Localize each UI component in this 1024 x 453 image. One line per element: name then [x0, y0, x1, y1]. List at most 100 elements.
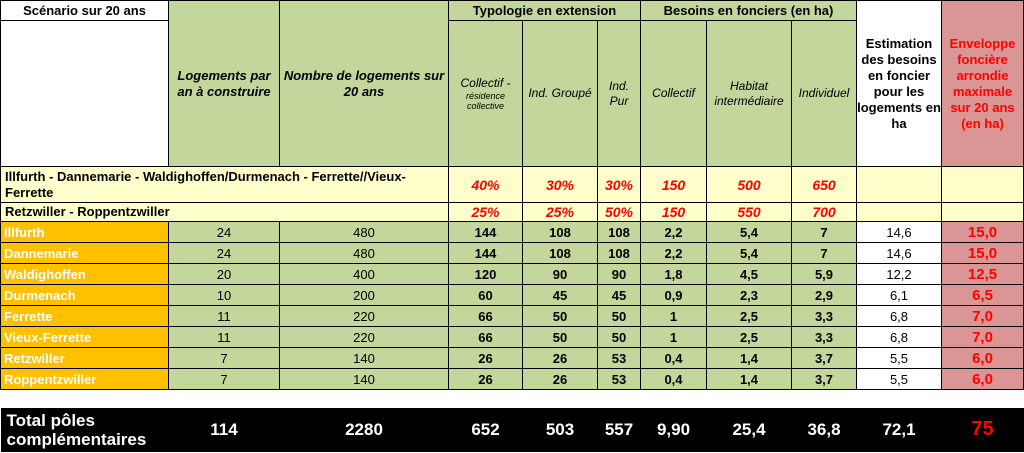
total-collectif: 652	[448, 407, 523, 452]
cell-enveloppe: 6,0	[941, 368, 1024, 390]
header-logements-an-text: Logements par an à construire	[177, 67, 271, 99]
cell-besoin-collectif: 0,9	[640, 284, 707, 306]
cell-collectif: 144	[448, 242, 523, 264]
cell-ind-groupe: 50	[522, 326, 598, 348]
cell-ind-groupe: 26	[522, 368, 598, 390]
group-density-individuel: 650	[791, 166, 857, 203]
cell-nombre-logements: 480	[279, 242, 449, 264]
group-density-individuel: 700	[791, 202, 857, 222]
cell-logements-an: 11	[168, 305, 280, 327]
header-logements-an: Logements par an à construire	[168, 0, 280, 167]
cell-ind-groupe: 90	[522, 263, 598, 285]
cell-estimation: 14,6	[856, 221, 942, 243]
table-row: Waldighoffen 20 400 120 90 90 1,8 4,5 5,…	[0, 263, 1024, 285]
cell-ind-pur: 108	[597, 242, 641, 264]
cell-logements-an: 24	[168, 221, 280, 243]
cell-estimation: 12,2	[856, 263, 942, 285]
cell-besoin-collectif: 1	[640, 305, 707, 327]
total-row: Total pôles complémentaires 114 2280 652…	[0, 407, 1024, 452]
cell-besoin-individuel: 7	[791, 242, 857, 264]
cell-logements-an: 10	[168, 284, 280, 306]
header-nombre-logements: Nombre de logements sur 20 ans	[279, 0, 449, 167]
cell-besoin-habitat: 5,4	[706, 221, 792, 243]
cell-besoin-individuel: 5,9	[791, 263, 857, 285]
cell-logements-an: 7	[168, 347, 280, 369]
cell-nombre-logements: 140	[279, 368, 449, 390]
total-besoin-individuel: 36,8	[791, 407, 857, 452]
cell-ind-pur: 53	[597, 368, 641, 390]
header-typologie: Typologie en extension	[448, 0, 641, 21]
table-row: Roppentzwiller 7 140 26 26 53 0,4 1,4 3,…	[0, 368, 1024, 390]
group-row: Retzwiller - Roppentzwiller 25% 25% 50% …	[0, 202, 1024, 222]
cell-nombre-logements: 400	[279, 263, 449, 285]
cell-logements-an: 7	[168, 368, 280, 390]
table-row: Retzwiller 7 140 26 26 53 0,4 1,4 3,7 5,…	[0, 347, 1024, 369]
cell-logements-an: 24	[168, 242, 280, 264]
cell-collectif: 120	[448, 263, 523, 285]
table-row: Dannemarie 24 480 144 108 108 2,2 5,4 7 …	[0, 242, 1024, 264]
cell-ind-pur: 45	[597, 284, 641, 306]
header-collectif-main: Collectif -	[460, 76, 511, 90]
cell-enveloppe: 6,5	[941, 284, 1024, 306]
total-label: Total pôles complémentaires	[0, 407, 169, 452]
cell-besoin-individuel: 3,3	[791, 305, 857, 327]
group-pct-collectif: 40%	[448, 166, 523, 203]
cell-besoin-habitat: 1,4	[706, 368, 792, 390]
total-ind-pur: 557	[597, 407, 641, 452]
header-habitat-intermediaire: Habitat intermédiaire	[706, 20, 792, 167]
commune-name: Ferrette	[0, 305, 169, 327]
cell-estimation: 5,5	[856, 347, 942, 369]
cell-nombre-logements: 200	[279, 284, 449, 306]
cell-enveloppe: 6,0	[941, 347, 1024, 369]
cell-ind-groupe: 108	[522, 221, 598, 243]
group-density-habitat: 500	[706, 166, 792, 203]
group-density-habitat: 550	[706, 202, 792, 222]
cell-nombre-logements: 480	[279, 221, 449, 243]
scenario-label: Scénario sur 20 ans	[0, 0, 169, 21]
commune-name: Waldighoffen	[0, 263, 169, 285]
group-pct-collectif: 25%	[448, 202, 523, 222]
group-empty-estim	[856, 166, 942, 203]
group-empty-env	[941, 166, 1024, 203]
cell-ind-pur: 50	[597, 305, 641, 327]
cell-enveloppe: 7,0	[941, 326, 1024, 348]
cell-collectif: 66	[448, 326, 523, 348]
cell-estimation: 5,5	[856, 368, 942, 390]
total-besoin-habitat: 25,4	[706, 407, 792, 452]
total-enveloppe: 75	[941, 407, 1024, 452]
commune-name: Roppentzwiller	[0, 368, 169, 390]
group-pct-groupe: 30%	[522, 166, 598, 203]
cell-ind-pur: 108	[597, 221, 641, 243]
cell-ind-groupe: 108	[522, 242, 598, 264]
cell-enveloppe: 15,0	[941, 221, 1024, 243]
commune-name: Dannemarie	[0, 242, 169, 264]
total-logements-an: 114	[168, 407, 280, 452]
cell-ind-pur: 50	[597, 326, 641, 348]
commune-name: Illfurth	[0, 221, 169, 243]
cell-estimation: 6,1	[856, 284, 942, 306]
cell-collectif: 26	[448, 368, 523, 390]
table-row: Illfurth 24 480 144 108 108 2,2 5,4 7 14…	[0, 221, 1024, 243]
cell-ind-groupe: 50	[522, 305, 598, 327]
cell-ind-groupe: 45	[522, 284, 598, 306]
cell-besoin-individuel: 2,9	[791, 284, 857, 306]
header-besoins: Besoins en fonciers (en ha)	[640, 0, 857, 21]
cell-besoin-habitat: 2,5	[706, 326, 792, 348]
cell-collectif: 66	[448, 305, 523, 327]
cell-besoin-habitat: 5,4	[706, 242, 792, 264]
header-enveloppe: Enveloppe foncière arrondie maximale sur…	[941, 0, 1024, 167]
cell-enveloppe: 12,5	[941, 263, 1024, 285]
total-besoin-collectif: 9,90	[640, 407, 707, 452]
cell-logements-an: 11	[168, 326, 280, 348]
cell-besoin-habitat: 1,4	[706, 347, 792, 369]
cell-enveloppe: 15,0	[941, 242, 1024, 264]
cell-besoin-habitat: 2,3	[706, 284, 792, 306]
group-label: Retzwiller - Roppentzwiller	[0, 202, 449, 222]
cell-besoin-individuel: 3,7	[791, 368, 857, 390]
cell-besoin-collectif: 1	[640, 326, 707, 348]
header-ind-pur: Ind. Pur	[597, 20, 641, 167]
table-row: Durmenach 10 200 60 45 45 0,9 2,3 2,9 6,…	[0, 284, 1024, 306]
cell-nombre-logements: 220	[279, 305, 449, 327]
cell-besoin-individuel: 7	[791, 221, 857, 243]
total-estimation: 72,1	[856, 407, 942, 452]
